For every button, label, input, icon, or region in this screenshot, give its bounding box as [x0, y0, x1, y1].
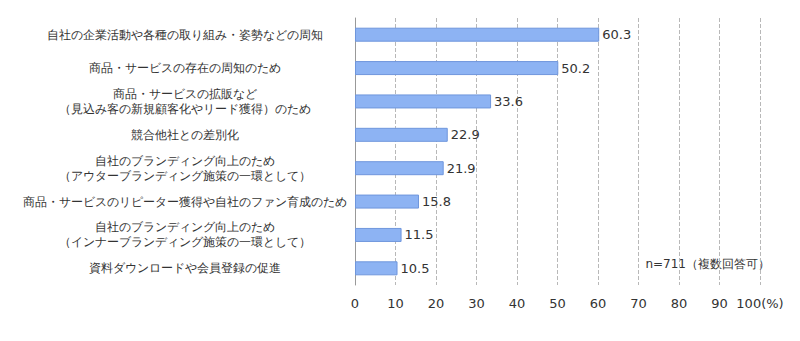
svg-text:0: 0: [351, 296, 359, 311]
svg-text:22.9: 22.9: [451, 127, 480, 142]
svg-text:21.9: 21.9: [447, 161, 476, 176]
svg-text:80: 80: [671, 296, 688, 311]
svg-text:（見込み客の新規顧客化やリード獲得）のため: （見込み客の新規顧客化やリード獲得）のため: [59, 102, 311, 116]
svg-text:11.5: 11.5: [405, 227, 434, 242]
svg-text:100(%): 100(%): [736, 296, 783, 311]
svg-text:10: 10: [387, 296, 404, 311]
svg-text:資料ダウンロードや会員登録の促進: 資料ダウンロードや会員登録の促進: [89, 261, 281, 275]
svg-text:商品・サービスの拡販など: 商品・サービスの拡販など: [113, 87, 257, 101]
svg-text:50: 50: [549, 296, 566, 311]
svg-text:商品・サービスのリピーター獲得や自社のファン育成のため: 商品・サービスのリピーター獲得や自社のファン育成のため: [23, 195, 347, 209]
svg-text:70: 70: [630, 296, 647, 311]
svg-text:60.3: 60.3: [602, 27, 631, 42]
svg-text:（アウターブランディング施策の一環として）: （アウターブランディング施策の一環として）: [59, 169, 311, 183]
svg-text:15.8: 15.8: [422, 194, 451, 209]
svg-text:20: 20: [428, 296, 445, 311]
svg-text:50.2: 50.2: [561, 61, 590, 76]
svg-text:33.6: 33.6: [494, 94, 523, 109]
svg-text:商品・サービスの存在の周知のため: 商品・サービスの存在の周知のため: [89, 61, 281, 75]
svg-text:40: 40: [509, 296, 526, 311]
svg-text:（インナーブランディング施策の一環として）: （インナーブランディング施策の一環として）: [59, 235, 311, 249]
svg-text:自社のブランディング向上のため: 自社のブランディング向上のため: [95, 154, 275, 168]
svg-text:自社のブランディング向上のため: 自社のブランディング向上のため: [95, 220, 275, 234]
svg-text:競合他社との差別化: 競合他社との差別化: [131, 128, 239, 142]
svg-text:自社の企業活動や各種の取り組み・姿勢などの周知: 自社の企業活動や各種の取り組み・姿勢などの周知: [47, 28, 323, 42]
svg-text:n=711（複数回答可）: n=711（複数回答可）: [645, 257, 770, 271]
svg-text:90: 90: [711, 296, 728, 311]
svg-text:30: 30: [468, 296, 485, 311]
svg-text:10.5: 10.5: [401, 261, 430, 276]
svg-text:60: 60: [590, 296, 607, 311]
